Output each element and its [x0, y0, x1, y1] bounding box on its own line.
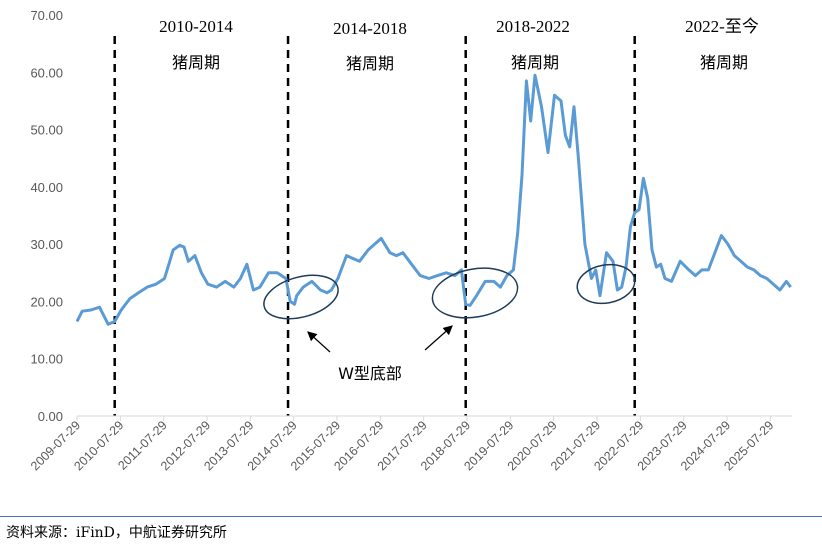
series-line [75, 73, 792, 326]
period-4-name: 猪周期 [700, 53, 748, 72]
period-1-years: 2010-2014 [159, 17, 233, 36]
x-axis-ticks: 2009-07-292010-07-292011-07-292012-07-29… [28, 418, 776, 473]
y-tick-label: 0.00 [38, 409, 63, 424]
period-2-name: 猪周期 [346, 54, 394, 73]
series-price-line [75, 73, 792, 326]
period-labels: 2010-2014 猪周期 2014-2018 猪周期 2018-2022 猪周… [159, 17, 759, 73]
y-tick-label: 40.00 [30, 180, 63, 195]
period-2-years: 2014-2018 [333, 19, 407, 38]
w-bottom-ellipse-2 [431, 267, 519, 319]
y-tick-label: 20.00 [30, 294, 63, 309]
cycle-dividers [113, 36, 636, 416]
source-divider [0, 516, 822, 517]
period-1-name: 猪周期 [172, 53, 220, 72]
w-bottom-ellipse-3 [576, 263, 636, 305]
period-3-name: 猪周期 [511, 53, 559, 72]
y-tick-label: 60.00 [30, 65, 63, 80]
period-4-years: 2022-至今 [685, 17, 759, 36]
x-axis-tickmarks [76, 416, 771, 421]
y-tick-label: 50.00 [30, 123, 63, 138]
y-tick-label: 30.00 [30, 237, 63, 252]
source-note: 资料来源：iFinD，中航证券研究所 [6, 525, 227, 541]
pig-cycle-line-chart: 0.0010.0020.0030.0040.0050.0060.0070.00 … [28, 8, 792, 473]
w-bottom-highlights [263, 263, 636, 320]
w-label-arrow-left [307, 331, 331, 353]
y-axis-ticks: 0.00 10.00 20.00 30.00 40.00 50.00 60.00 70.00 [30, 8, 63, 424]
w-label-arrow-right [424, 325, 453, 351]
y-tick-label: 10.00 [30, 352, 63, 367]
period-3-years: 2018-2022 [496, 17, 570, 36]
y-tick-label: 70.00 [30, 8, 63, 23]
w-bottom-label: W型底部 [338, 364, 402, 383]
w-bottom-ellipse-1 [263, 274, 339, 320]
